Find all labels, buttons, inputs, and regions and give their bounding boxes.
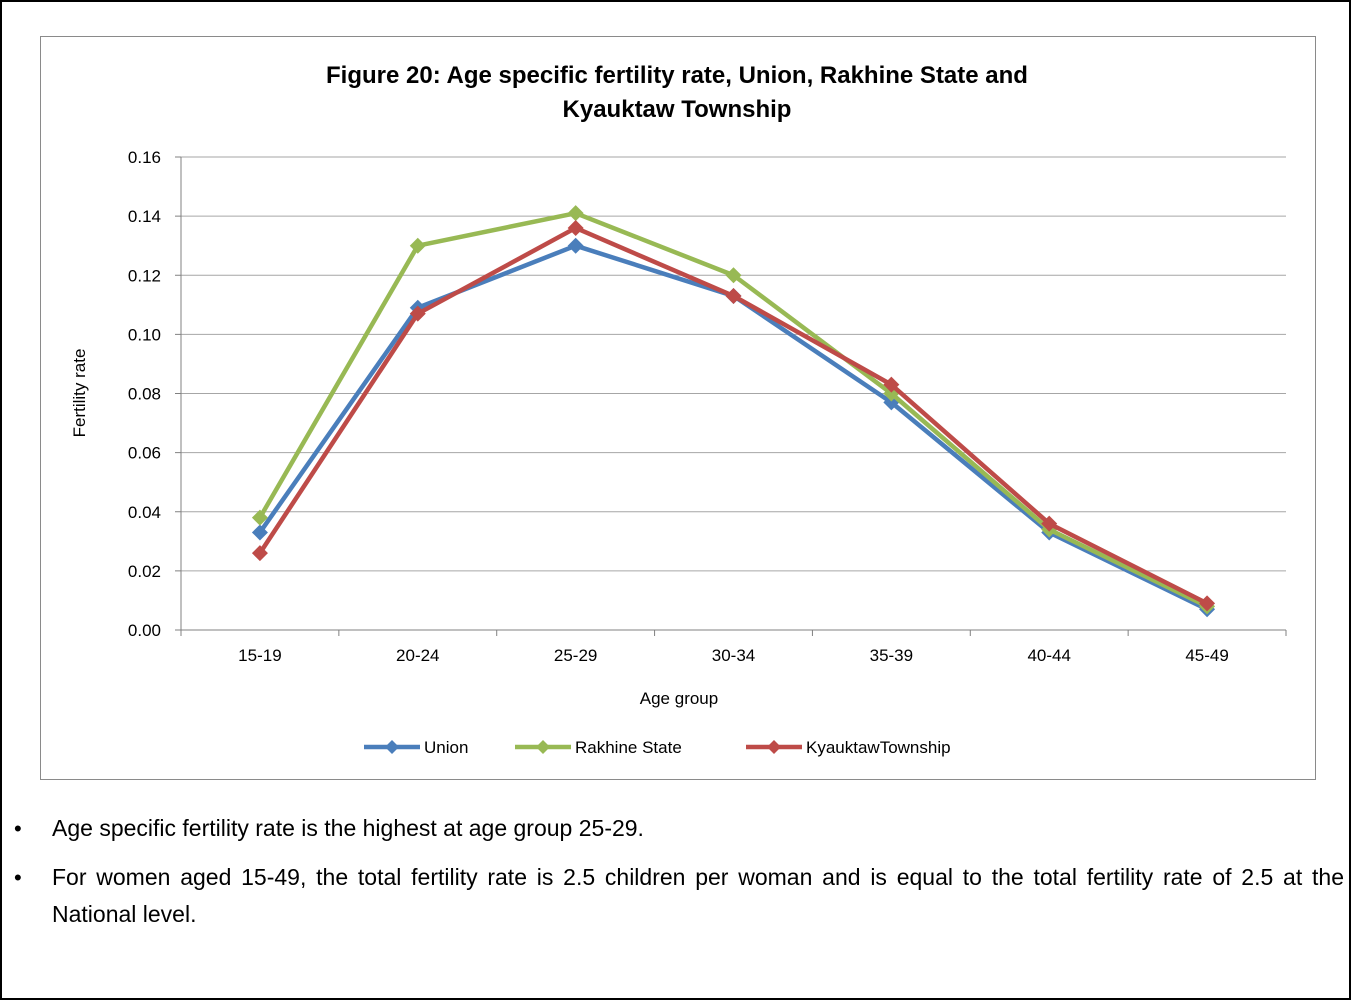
legend-item: Rakhine State — [515, 738, 682, 757]
y-tick-label: 0.10 — [128, 325, 161, 344]
data-point — [567, 237, 584, 254]
x-tick-label: 35-39 — [870, 646, 913, 665]
line-chart: Figure 20: Age specific fertility rate, … — [70, 62, 1287, 757]
data-point — [725, 267, 742, 284]
chart-title-line1: Figure 20: Age specific fertility rate, … — [326, 62, 1028, 89]
x-tick-label: 15-19 — [238, 646, 281, 665]
x-tick-label: 45-49 — [1185, 646, 1228, 665]
data-point — [1199, 595, 1216, 612]
bullet-text: Age specific fertility rate is the highe… — [52, 815, 644, 841]
legend-label: Rakhine State — [575, 738, 682, 757]
y-tick-label: 0.00 — [128, 621, 161, 640]
legend-marker — [536, 740, 550, 754]
series-line — [258, 225, 1209, 606]
legend-item: KyauktawTownship — [746, 738, 951, 757]
y-tick-label: 0.02 — [128, 562, 161, 581]
y-tick-label: 0.06 — [128, 444, 161, 463]
y-tick-label: 0.16 — [128, 148, 161, 167]
y-axis-label: Fertility rate — [70, 349, 89, 438]
legend-item: Union — [364, 738, 468, 757]
legend-label: KyauktawTownship — [806, 738, 951, 757]
data-point — [725, 287, 742, 304]
legend-marker — [385, 740, 399, 754]
x-tick-label: 30-34 — [712, 646, 755, 665]
legend-label: Union — [424, 738, 468, 757]
data-point — [567, 205, 584, 222]
bullet-item: • Age specific fertility rate is the hig… — [14, 810, 1344, 847]
data-point — [567, 219, 584, 236]
bullet-text: For women aged 15-49, the total fertilit… — [52, 864, 1344, 927]
data-point — [883, 376, 900, 393]
x-tick-label: 40-44 — [1027, 646, 1070, 665]
series-group — [251, 219, 1216, 612]
chart-container: Figure 20: Age specific fertility rate, … — [40, 36, 1316, 780]
data-point — [251, 524, 268, 541]
y-tick-label: 0.14 — [128, 207, 161, 226]
data-point — [251, 545, 268, 562]
x-axis-label: Age group — [640, 689, 718, 708]
data-point — [409, 305, 426, 322]
y-tick-label: 0.12 — [128, 266, 161, 285]
x-tick-label: 20-24 — [396, 646, 439, 665]
chart-title-line2: Kyauktaw Township — [563, 96, 792, 123]
data-point — [1041, 515, 1058, 532]
y-tick-label: 0.04 — [128, 503, 161, 522]
data-point — [409, 237, 426, 254]
series-group — [251, 205, 1216, 615]
y-tick-label: 0.08 — [128, 385, 161, 404]
bullet-item: • For women aged 15-49, the total fertil… — [14, 859, 1344, 933]
bullet-list: • Age specific fertility rate is the hig… — [14, 810, 1344, 945]
bullet-dot: • — [14, 816, 22, 841]
x-tick-label: 25-29 — [554, 646, 597, 665]
bullet-dot: • — [14, 865, 22, 890]
legend-marker — [767, 740, 781, 754]
